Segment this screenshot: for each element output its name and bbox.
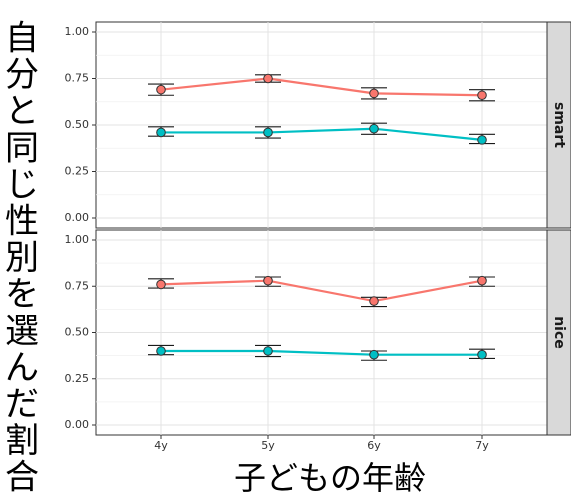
y-axis-title-char: 合 — [5, 458, 39, 497]
data-point — [369, 123, 379, 134]
y-axis-title-char: 性 — [5, 202, 39, 242]
data-point — [263, 346, 273, 356]
y-axis-title-char: 別 — [5, 238, 39, 278]
data-point — [156, 346, 166, 356]
y-tick-label: 1.00 — [65, 25, 90, 38]
data-point — [156, 84, 166, 95]
y-axis-title-char: 選 — [5, 311, 39, 351]
data-point — [369, 349, 379, 360]
gridlines — [96, 22, 547, 228]
panel-nice: 0.00 0.25 0.50 0.75 1.00 nice — [65, 229, 571, 439]
y-axis-title-char: 割 — [5, 421, 39, 461]
data-point — [369, 296, 379, 306]
series-1 — [148, 275, 495, 308]
x-tick-labels: 4y 5y 6y 7y — [154, 439, 489, 452]
data-point — [156, 127, 166, 138]
data-point — [263, 127, 273, 138]
panel-smart: 0.00 0.25 0.50 0.75 1.00 smart — [65, 21, 571, 229]
y-axis-title-char: と — [5, 92, 39, 132]
x-tick-label: 7y — [475, 439, 489, 452]
data-point — [263, 275, 273, 286]
facet-strip-label: smart — [551, 102, 567, 148]
y-tick-label: 0.50 — [65, 118, 90, 131]
data-point — [477, 349, 487, 360]
series-1 — [148, 73, 495, 102]
data-point — [477, 135, 487, 145]
y-tick-label: 0.00 — [65, 211, 90, 224]
series-line — [160, 77, 483, 97]
y-tick-label: 0.75 — [65, 72, 90, 85]
data-point — [263, 73, 273, 84]
y-axis-title-char: だ — [5, 385, 39, 425]
x-tick-label: 6y — [367, 439, 381, 452]
y-axis-title-char: 自 — [5, 19, 39, 59]
x-tick-label: 5y — [261, 439, 275, 452]
y-tick-label: 1.00 — [65, 233, 90, 246]
data-point — [369, 88, 379, 99]
y-axis-title-char: ん — [5, 348, 39, 388]
facet-strip — [546, 229, 571, 436]
data-point — [477, 275, 487, 286]
data-point — [156, 279, 166, 290]
y-tick-label: 0.50 — [65, 326, 90, 339]
series-2 — [148, 344, 495, 361]
series-line — [161, 127, 483, 141]
gridlines — [96, 230, 547, 435]
chart-panels: 0.00 0.25 0.50 0.75 1.00 smart 0.00 0.25 0.50 0.7… — [65, 21, 571, 439]
y-tick-label: 0.25 — [65, 165, 90, 178]
y-axis-title-char: じ — [5, 165, 39, 205]
facet-strip-label: nice — [551, 316, 567, 349]
y-tick-label: 0.25 — [65, 372, 90, 385]
series-line — [161, 349, 482, 356]
x-tick-label: 4y — [154, 439, 168, 452]
y-axis-title-char: 同 — [5, 128, 39, 168]
series-line — [160, 279, 483, 303]
y-axis-title-char: 分 — [5, 55, 39, 95]
y-tick-label: 0.00 — [65, 418, 90, 431]
y-tick-label: 0.75 — [65, 279, 90, 292]
y-axis-title-char: を — [5, 275, 39, 315]
data-point — [477, 90, 487, 101]
x-axis-title: 子どもの年齢 — [234, 459, 426, 497]
facet-strip — [546, 21, 571, 229]
series-2 — [148, 122, 495, 145]
